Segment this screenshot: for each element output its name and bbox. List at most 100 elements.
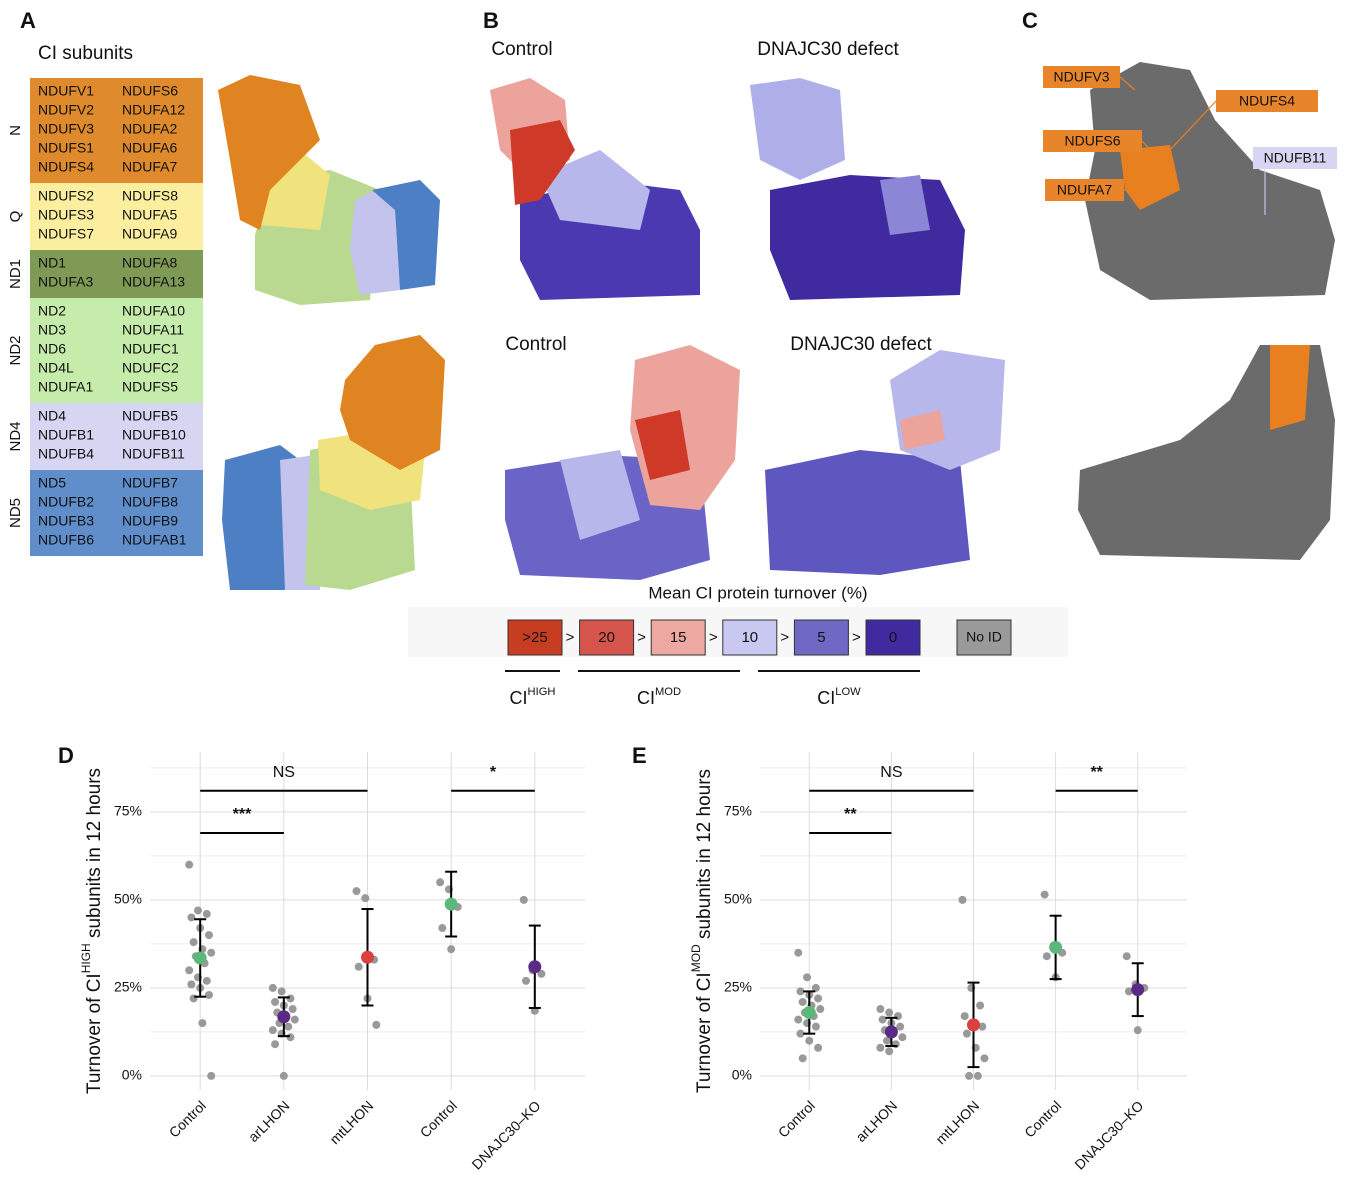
mean-point [1049, 941, 1062, 954]
x-tick-label: Control [166, 1097, 209, 1140]
subunit: NDUFS2 [38, 188, 94, 204]
condition-label: DNAJC30 defect [790, 334, 932, 355]
subunit-label: NDUFA7 [1057, 182, 1112, 198]
structures [218, 62, 1335, 590]
significance-label: * [490, 764, 497, 781]
legend-label: No ID [966, 629, 1002, 645]
subunit: NDUFA12 [122, 102, 185, 118]
data-point [814, 1044, 822, 1052]
subunit: NDUFA1 [38, 379, 93, 395]
data-point [1134, 1026, 1142, 1034]
subunit: ND3 [38, 322, 66, 338]
subunit: NDUFB5 [122, 408, 178, 424]
data-point [812, 1023, 820, 1031]
y-tick-label: 50% [724, 891, 752, 907]
subunit: NDUFB11 [122, 446, 185, 462]
subunit: NDUFV3 [38, 121, 94, 137]
structure-region [890, 350, 1005, 470]
label-text: CI [817, 688, 835, 708]
legend-title: Mean CI protein turnover (%) [648, 583, 867, 602]
subunit: NDUFS3 [38, 207, 94, 223]
subunit: NDUFA5 [122, 207, 177, 223]
subunit: NDUFA2 [122, 121, 177, 137]
mean-point [445, 898, 458, 911]
legend-label: 10 [741, 629, 758, 646]
condition-label: Control [491, 39, 552, 60]
label-text: subunits in 12 hours [84, 768, 105, 943]
subunit: NDUFB2 [38, 494, 94, 510]
significance-label: ** [844, 806, 857, 823]
mean-point [277, 1010, 290, 1023]
subunit-label: NDUFB11 [1264, 150, 1327, 166]
subunit-label: NDUFV3 [1053, 69, 1109, 85]
subunit: NDUFB3 [38, 513, 94, 529]
mean-point [967, 1018, 980, 1031]
mean-point [528, 960, 541, 973]
significance-label: *** [233, 806, 252, 823]
x-tick-label: DNAJC30–KO [468, 1097, 543, 1172]
data-point [185, 861, 193, 869]
label: CIMOD [637, 686, 681, 708]
panel-label: D [58, 743, 74, 768]
mean-point [803, 1006, 816, 1019]
data-point [438, 924, 446, 932]
data-point [355, 963, 363, 971]
structure-region [750, 78, 845, 180]
data-point [876, 1044, 884, 1052]
legend-label: 15 [670, 629, 687, 646]
significance-label: NS [273, 764, 295, 781]
data-point [190, 938, 198, 946]
data-point [278, 987, 286, 995]
x-tick-label: Control [1021, 1097, 1064, 1140]
subunit: NDUFB4 [38, 446, 94, 462]
group-name: ND5 [7, 498, 24, 528]
y-tick-label: 75% [724, 803, 752, 819]
data-point [794, 949, 802, 957]
subunit: NDUFB7 [122, 475, 178, 491]
subunit: NDUFA9 [122, 226, 177, 242]
subunit: NDUFA8 [122, 255, 177, 271]
legend-separator: > [566, 629, 575, 646]
legend-label: >25 [522, 629, 547, 646]
subunit: NDUFS4 [38, 159, 94, 175]
subunit: NDUFS7 [38, 226, 94, 242]
data-point [898, 1033, 906, 1041]
structure-region [765, 450, 970, 575]
x-tick-label: arLHON [852, 1097, 900, 1145]
x-tick-label: DNAJC30–KO [1071, 1097, 1146, 1172]
data-point [799, 1054, 807, 1062]
mean-point [1131, 983, 1144, 996]
data-point [271, 1040, 279, 1048]
subunit: NDUFAB1 [122, 532, 187, 548]
subunit: ND4 [38, 408, 66, 424]
x-tick-label: Control [417, 1097, 460, 1140]
legend-label: 20 [598, 629, 615, 646]
data-point [885, 1047, 893, 1055]
label-sup: HIGH [79, 943, 93, 973]
significance-label: ** [1090, 764, 1103, 781]
data-point [894, 1012, 902, 1020]
subunit: NDUFA3 [38, 274, 93, 290]
data-point [816, 1005, 824, 1013]
data-point [963, 1030, 971, 1038]
data-point [203, 977, 211, 985]
subunit: NDUFB9 [122, 513, 178, 529]
label-sup: HIGH [528, 686, 556, 698]
structure-region [770, 175, 965, 300]
data-point [289, 1005, 297, 1013]
subunit: NDUFB6 [38, 532, 94, 548]
subunit: ND2 [38, 303, 66, 319]
label-sup: LOW [835, 686, 861, 698]
panel-label: B [483, 8, 499, 33]
label-text: CI [510, 688, 528, 708]
data-point [981, 1054, 989, 1062]
x-tick-label: mtLHON [932, 1097, 982, 1147]
data-point [520, 896, 528, 904]
data-point [185, 966, 193, 974]
x-tick-label: Control [775, 1097, 818, 1140]
data-point [353, 887, 361, 895]
subunit-label: NDUFS6 [1064, 133, 1120, 149]
subunit: NDUFB1 [38, 427, 94, 443]
mean-point [361, 951, 374, 964]
label-text: subunits in 12 hours [694, 769, 715, 944]
